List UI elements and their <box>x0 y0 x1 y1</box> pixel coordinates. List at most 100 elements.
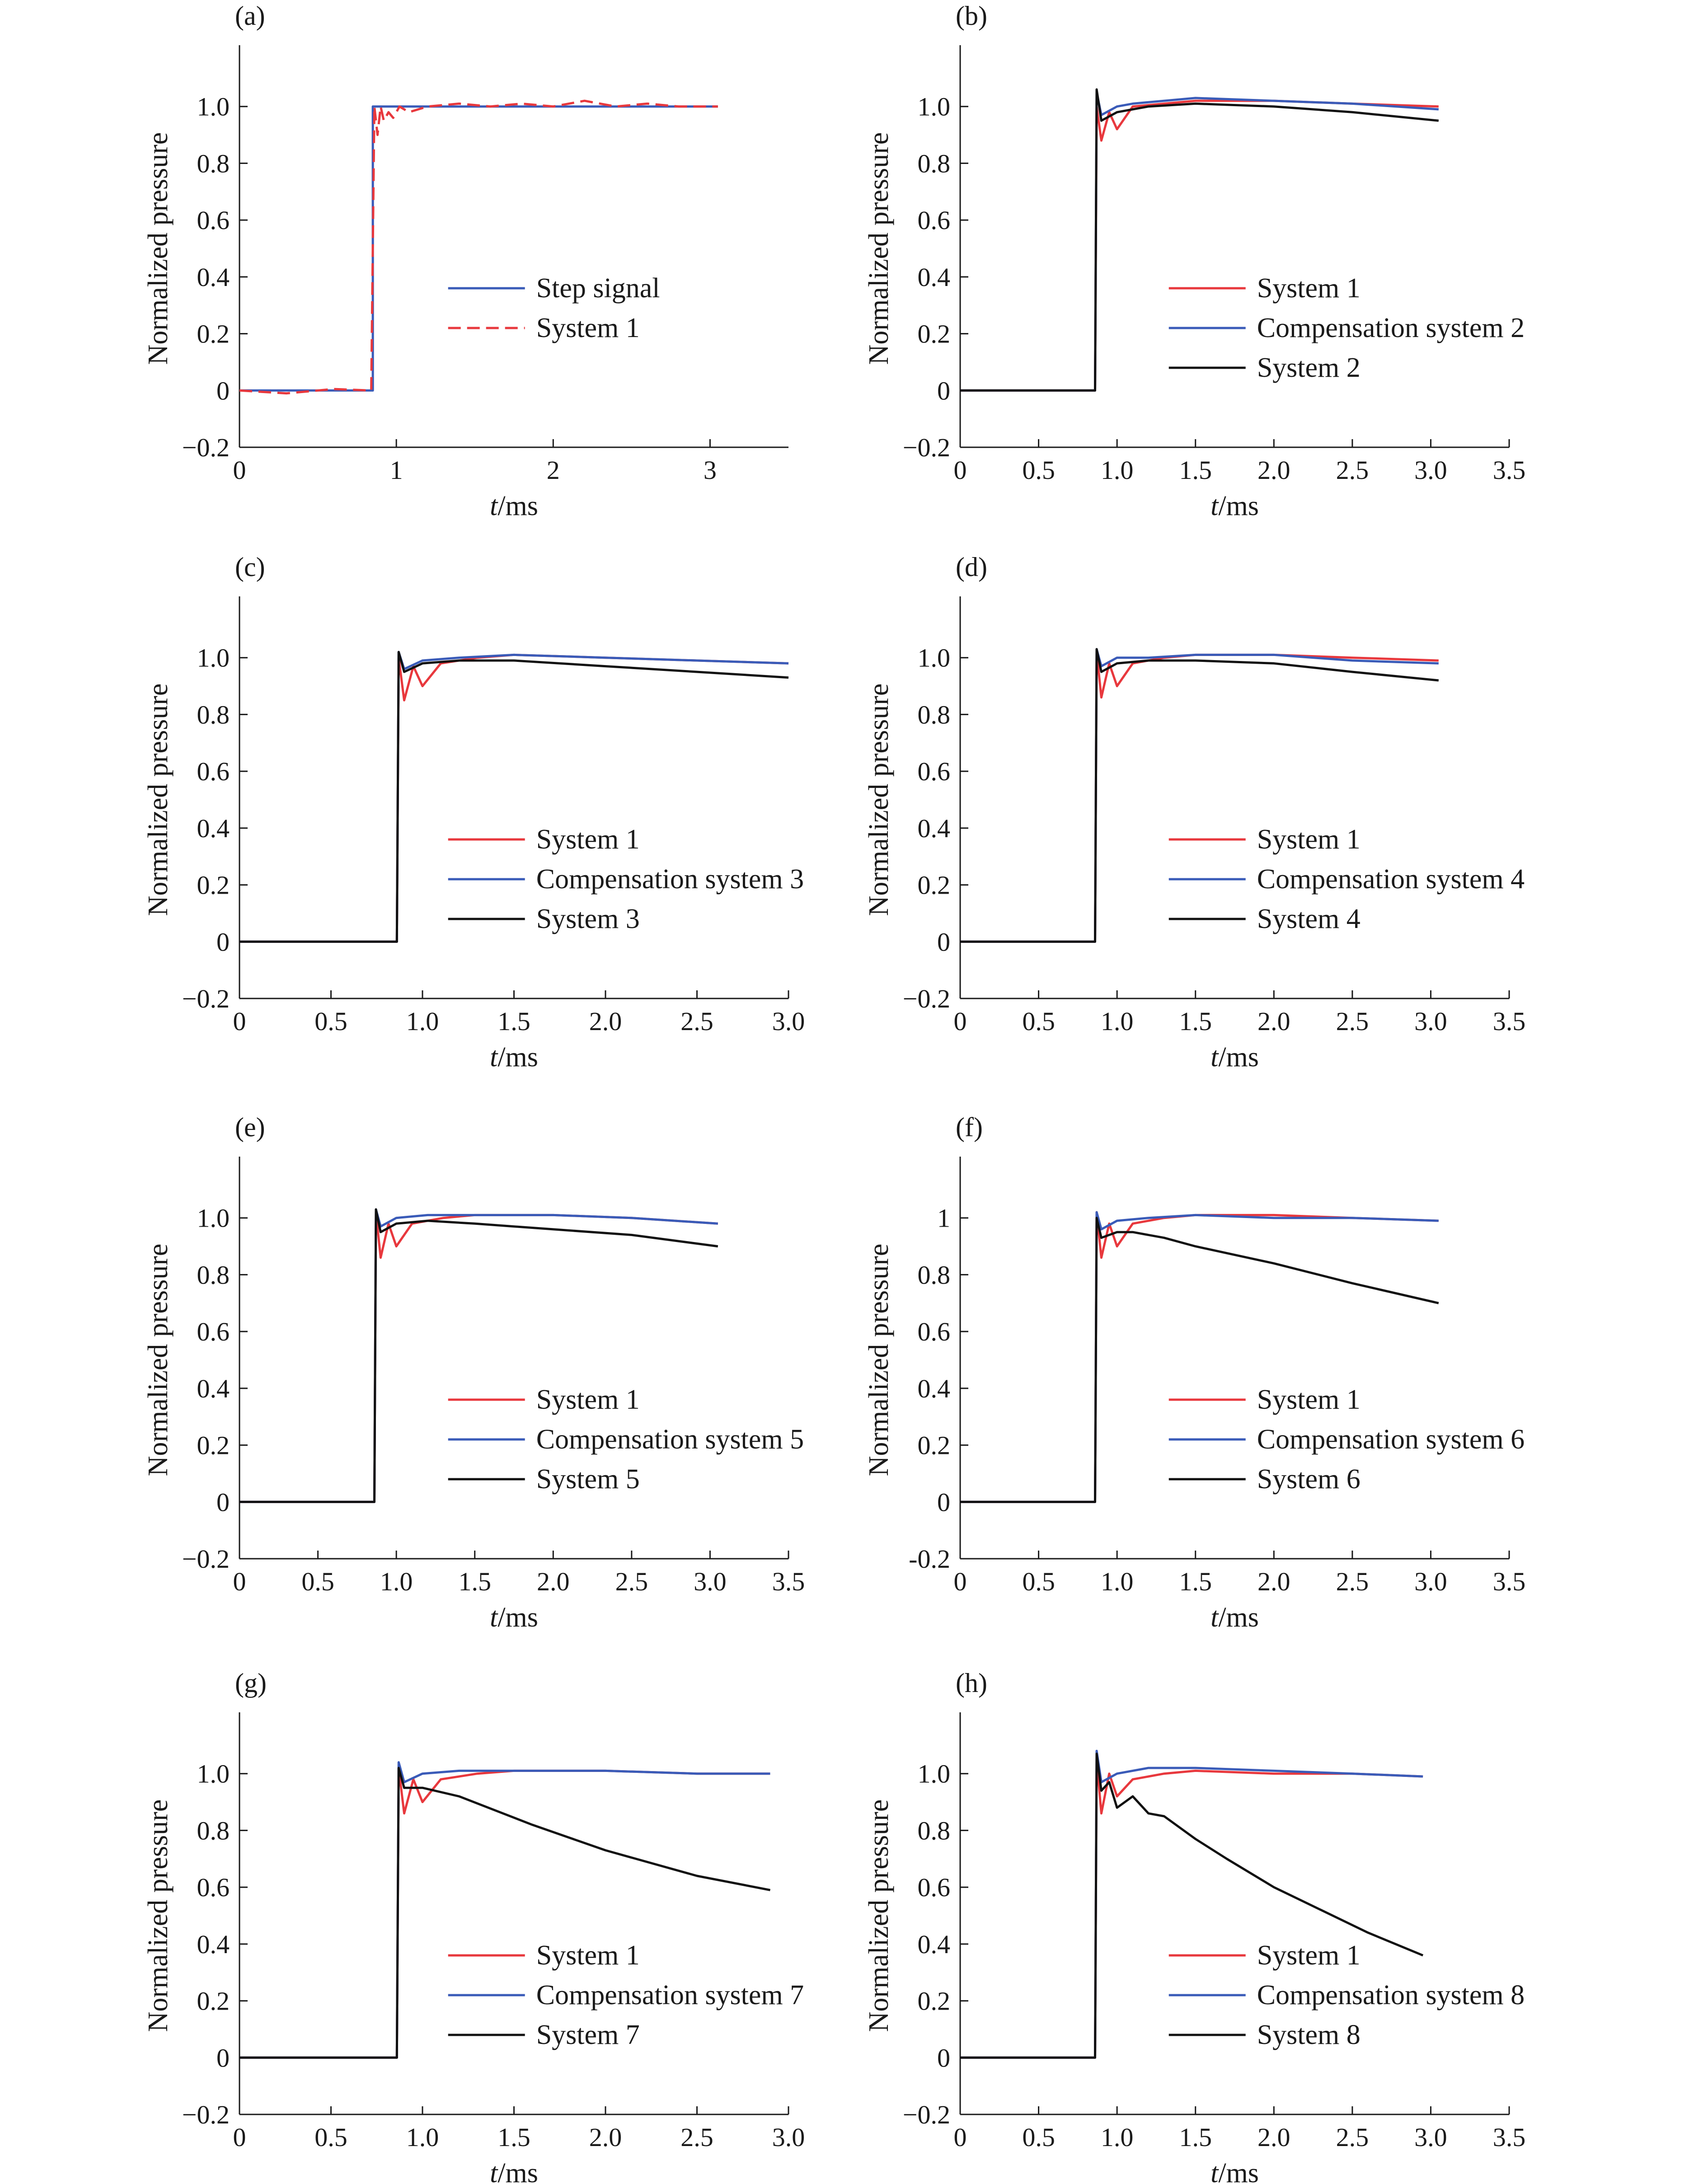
y-tick-label: -0.2 <box>909 1544 950 1574</box>
legend-label: Compensation system 8 <box>1257 1980 1525 2011</box>
x-tick-label: 3.5 <box>1493 2123 1526 2152</box>
x-tick-label: 3.0 <box>772 1007 805 1036</box>
y-axis-label: Normalized pressure <box>863 1244 894 1476</box>
series-line-2 <box>960 91 1439 392</box>
x-axis-label: t/ms <box>490 491 538 521</box>
panel-label-g: (g) <box>235 1668 267 1698</box>
x-tick-label: 1.5 <box>497 1007 530 1036</box>
y-tick-label: 0 <box>937 2043 950 2072</box>
x-tick-label: 0.5 <box>1022 1007 1055 1036</box>
x-tick-label: 1.5 <box>458 1567 491 1596</box>
y-tick-label: 0.4 <box>918 262 951 292</box>
chart-panel-a: (a)−0.200.20.40.60.81.00 1 2 3t/msNormalize… <box>143 1 788 521</box>
legend-label: Compensation system 3 <box>536 864 804 895</box>
x-tick-label: 2.0 <box>1258 1007 1290 1036</box>
x-tick-label: 2.5 <box>1336 455 1369 485</box>
legend-label: System 1 <box>1257 824 1361 855</box>
x-tick-label: 0 <box>954 1007 967 1036</box>
y-tick-label: 0 <box>937 1487 950 1517</box>
legend-label: Compensation system 4 <box>1257 864 1525 895</box>
series-line-3 <box>239 1767 770 2059</box>
legend-label: System 3 <box>536 904 640 934</box>
x-tick-label: 2.5 <box>1336 2123 1369 2152</box>
y-tick-label: 0.2 <box>918 319 951 349</box>
y-tick-label: 1 <box>937 1204 950 1233</box>
x-tick-label: 2.0 <box>589 1007 622 1036</box>
x-axis-label: t/ms <box>490 1042 538 1073</box>
x-tick-label: 2.5 <box>680 2123 713 2152</box>
y-tick-label: 0.6 <box>918 1317 951 1346</box>
chart-panel-h: (h)−0.200.20.40.60.81.00 0.5 1.0 1.5 2.0 2.5 3… <box>863 1668 1525 2184</box>
y-tick-label: 0.8 <box>918 1260 951 1289</box>
x-tick-label: 0.5 <box>1022 455 1055 485</box>
y-tick-label: 0.8 <box>918 1816 951 1845</box>
y-tick-label: 0.2 <box>197 319 230 349</box>
y-tick-label: 1.0 <box>918 1759 951 1789</box>
x-tick-label: 0.5 <box>314 2123 347 2152</box>
x-tick-label: 2.5 <box>680 1007 713 1036</box>
x-tick-label: 1 <box>390 455 403 485</box>
y-tick-label: 0.8 <box>197 149 230 178</box>
y-tick-label: 0 <box>937 376 950 405</box>
panel-label-d: (d) <box>956 552 987 582</box>
y-tick-label: 0.2 <box>197 1431 230 1460</box>
legend-label: Compensation system 2 <box>1257 313 1525 343</box>
legend-label: System 7 <box>536 2020 640 2050</box>
y-axis-label: Normalized pressure <box>143 1244 174 1476</box>
x-axis-label: t/ms <box>490 1602 538 1633</box>
y-tick-label: 0.4 <box>197 814 230 843</box>
x-axis-label: t/ms <box>1211 1602 1259 1633</box>
x-tick-label: 2.0 <box>1258 2123 1290 2152</box>
legend-label: System 8 <box>1257 2020 1361 2050</box>
panel-label-h: (h) <box>956 1668 987 1698</box>
legend-label: Step signal <box>536 273 660 304</box>
x-tick-label: 2.5 <box>615 1567 648 1596</box>
y-tick-label: 0.6 <box>918 206 951 235</box>
legend-label: System 2 <box>1257 352 1361 383</box>
legend-label: System 1 <box>536 313 640 343</box>
y-tick-label: 0.2 <box>918 871 951 900</box>
series-line-2 <box>960 1211 1439 1503</box>
y-tick-label: 1.0 <box>197 1759 230 1789</box>
y-tick-label: 0 <box>216 376 230 405</box>
x-tick-label: 2.5 <box>1336 1007 1369 1036</box>
x-axis-label: t/ms <box>1211 2158 1259 2184</box>
x-tick-label: 2.0 <box>537 1567 570 1596</box>
y-tick-label: −0.2 <box>182 2100 230 2129</box>
legend-label: Compensation system 7 <box>536 1980 804 2011</box>
x-tick-label: 3.0 <box>694 1567 727 1596</box>
panel-label-b: (b) <box>956 1 987 31</box>
x-tick-label: 0.5 <box>314 1007 347 1036</box>
y-axis-label: Normalized pressure <box>863 684 894 916</box>
y-tick-label: 0 <box>937 927 950 956</box>
y-tick-label: 1.0 <box>197 1204 230 1233</box>
x-tick-label: 0 <box>954 455 967 485</box>
legend-label: System 1 <box>536 824 640 855</box>
series-line-3 <box>960 648 1439 943</box>
y-tick-label: 0.6 <box>197 1317 230 1346</box>
y-tick-label: 0.4 <box>197 1930 230 1959</box>
x-tick-label: 2.0 <box>589 2123 622 2152</box>
x-tick-label: 3.5 <box>1493 455 1526 485</box>
panel-label-f: (f) <box>956 1112 983 1142</box>
x-tick-label: 3.0 <box>1414 455 1447 485</box>
legend-label: System 4 <box>1257 904 1361 934</box>
y-axis-label: Normalized pressure <box>863 1800 894 2032</box>
x-tick-label: 3.0 <box>1414 2123 1447 2152</box>
panel-label-c: (c) <box>235 552 265 582</box>
x-tick-label: 1.5 <box>1179 2123 1212 2152</box>
legend-label: System 1 <box>1257 273 1361 304</box>
x-tick-label: 0.5 <box>1022 1567 1055 1596</box>
legend-label: System 1 <box>536 1384 640 1415</box>
series-line-1 <box>960 1758 1423 2059</box>
y-tick-label: 0.6 <box>918 757 951 786</box>
legend-label: System 5 <box>536 1464 640 1495</box>
x-tick-label: 1.0 <box>1101 1567 1134 1596</box>
y-tick-label: 0.4 <box>918 1374 951 1403</box>
y-tick-label: 0.2 <box>197 1987 230 2016</box>
x-tick-label: 0 <box>233 1567 246 1596</box>
chart-panel-e: (e)−0.200.20.40.60.81.00 0.5 1.0 1.5 2.0 2.5 3… <box>143 1112 805 1633</box>
y-tick-label: −0.2 <box>182 433 230 462</box>
y-tick-label: 0.2 <box>918 1987 951 2016</box>
